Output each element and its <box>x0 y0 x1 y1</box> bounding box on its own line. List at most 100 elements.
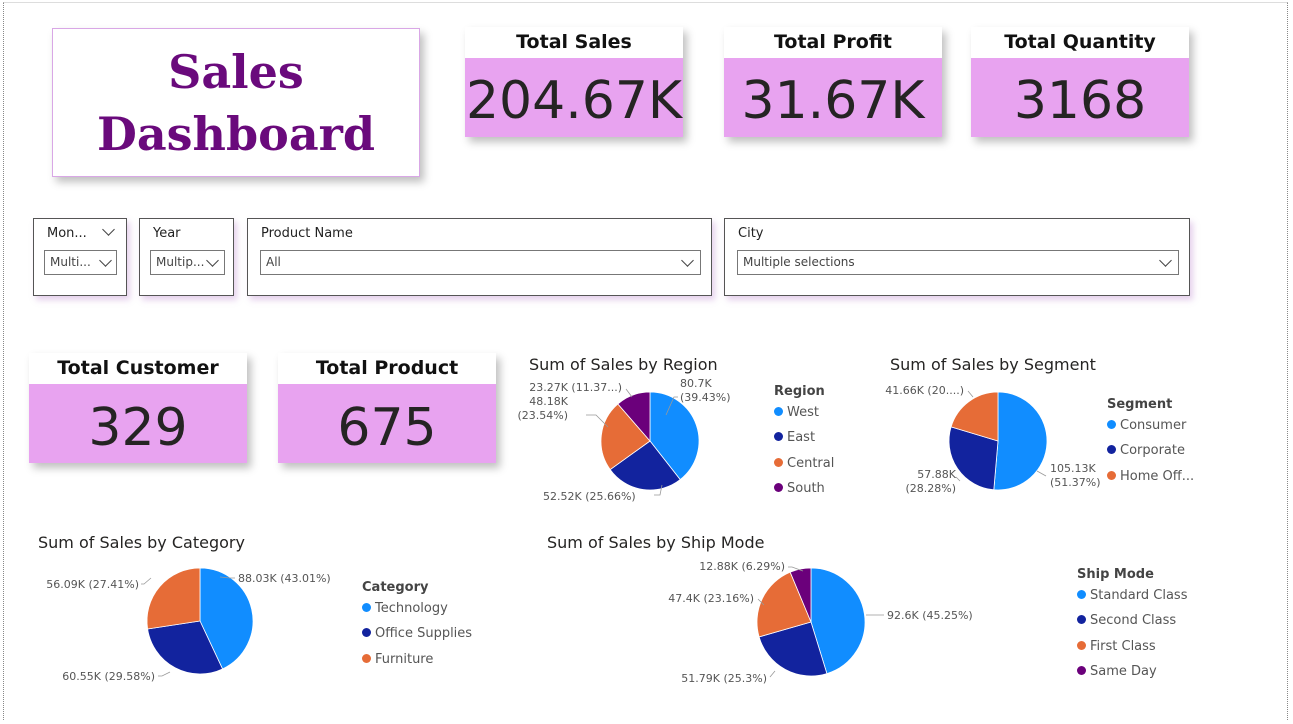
data-label: 51.79K (25.3%) <box>681 672 767 685</box>
kpi-value: 31.67K <box>724 58 942 137</box>
slicer-city-value: Multiple selections <box>743 255 855 269</box>
legend-dot-icon <box>774 482 783 492</box>
data-label: 41.66K (20....) <box>885 384 964 397</box>
report-canvas <box>3 2 1288 720</box>
leader-line <box>654 484 663 496</box>
pie-chart-shipmode[interactable]: 92.6K (45.25%) 51.79K (25.3%) 47.4K (23.16… <box>640 555 990 690</box>
leader-line <box>757 598 765 606</box>
data-label: 23.27K (11.37...) <box>529 381 622 394</box>
legend-item[interactable]: East <box>774 430 815 445</box>
slicer-year-label: Year <box>153 226 181 241</box>
data-label: 57.88K (28.28%) <box>905 468 956 495</box>
pie-slice-east[interactable] <box>609 440 681 491</box>
legend-dot-icon <box>1077 665 1086 675</box>
leader-line <box>586 414 609 428</box>
legend-item[interactable]: West <box>774 405 819 420</box>
legend-dot-icon <box>774 432 783 442</box>
legend-item[interactable]: First Class <box>1077 639 1156 654</box>
pie-slice-home-off-[interactable] <box>950 391 999 442</box>
pie-slice-second-class[interactable] <box>758 621 828 677</box>
pie-chart-category[interactable]: 88.03K (43.01%) 60.55K (29.58%) 56.09K (27… <box>40 560 360 690</box>
kpi-total-sales[interactable]: Total Sales 204.67K <box>465 27 683 137</box>
chart-title-shipmode: Sum of Sales by Ship Mode <box>547 533 765 552</box>
kpi-total-product[interactable]: Total Product 675 <box>278 353 496 463</box>
kpi-total-profit[interactable]: Total Profit 31.67K <box>724 27 942 137</box>
slicer-city[interactable]: City Multiple selections <box>724 218 1190 296</box>
slicer-year[interactable]: Year Multip... <box>139 218 234 296</box>
legend-label: Central <box>787 455 835 471</box>
legend-item[interactable]: Second Class <box>1077 613 1176 628</box>
chevron-down-icon <box>99 254 112 267</box>
leader-line <box>788 566 804 572</box>
chevron-down-icon <box>1159 254 1172 267</box>
legend-label: First Class <box>1090 638 1156 654</box>
legend-item[interactable]: Office Supplies <box>362 626 472 641</box>
pie-slice-central[interactable] <box>600 403 651 471</box>
legend-title: Ship Mode <box>1077 567 1154 582</box>
kpi-total-customer[interactable]: Total Customer 329 <box>29 353 247 463</box>
leader-line <box>219 576 235 579</box>
legend-label: Same Day <box>1090 663 1157 679</box>
title-line-1: Sales <box>168 44 304 99</box>
kpi-label: Total Sales <box>465 27 683 58</box>
slicer-product-value: All <box>266 255 281 269</box>
dashboard-title: Sales Dashboard <box>97 41 375 165</box>
legend-dot-icon <box>362 653 371 663</box>
slicer-year-dropdown[interactable]: Multip... <box>150 250 225 275</box>
leader-line <box>665 396 678 416</box>
legend-dot-icon <box>774 407 783 416</box>
leader-line <box>1036 470 1047 477</box>
legend-item[interactable]: Same Day <box>1077 664 1157 679</box>
legend-item[interactable]: South <box>774 481 825 496</box>
data-label: 12.88K (6.29%) <box>699 560 785 573</box>
legend-dot-icon <box>1077 590 1086 599</box>
chevron-down-icon <box>206 254 219 267</box>
legend-item[interactable]: Central <box>774 456 834 471</box>
leader-line <box>625 388 633 398</box>
kpi-value: 204.67K <box>465 58 683 137</box>
kpi-value: 329 <box>29 384 247 463</box>
pie-slice-standard-class[interactable] <box>810 567 866 675</box>
legend-title: Category <box>362 580 429 595</box>
data-label: 92.6K (45.25%) <box>887 609 973 622</box>
pie-slice-furniture[interactable] <box>146 567 201 630</box>
pie-chart-region[interactable]: 80.7K (39.43%) 52.52K (25.66%) 48.18K (23.54… <box>517 375 770 505</box>
leader-line <box>158 671 171 677</box>
chart-title-category: Sum of Sales by Category <box>38 533 245 552</box>
legend-item[interactable]: Technology <box>362 601 448 616</box>
legend-item[interactable]: Home Off... <box>1107 469 1194 484</box>
pie-slice-corporate[interactable] <box>948 426 999 491</box>
slicer-month[interactable]: Mon... Multi... <box>33 218 127 296</box>
slicer-product-dropdown[interactable]: All <box>260 250 701 275</box>
legend-label: Office Supplies <box>375 626 473 642</box>
legend-item[interactable]: Furniture <box>362 652 433 667</box>
slicer-city-dropdown[interactable]: Multiple selections <box>737 250 1179 275</box>
pie-slice-same-day[interactable] <box>789 567 812 623</box>
chevron-down-icon <box>681 254 694 267</box>
legend-label: Standard Class <box>1090 588 1188 603</box>
leader-line <box>967 390 974 398</box>
data-label: 80.7K (39.43%) <box>680 377 731 404</box>
slicer-product-name[interactable]: Product Name All <box>247 218 712 296</box>
legend-dot-icon <box>1107 420 1116 429</box>
data-label: 48.18K (23.54%) <box>517 395 568 422</box>
legend-label: East <box>787 430 816 446</box>
chevron-down-icon[interactable] <box>102 223 115 236</box>
pie-slice-west[interactable] <box>649 391 700 481</box>
pie-slice-first-class[interactable] <box>756 571 812 638</box>
kpi-total-quantity[interactable]: Total Quantity 3168 <box>971 27 1189 137</box>
dashboard-title-card: Sales Dashboard <box>52 28 420 177</box>
kpi-label: Total Profit <box>724 27 942 58</box>
leader-line <box>769 670 776 678</box>
legend-item[interactable]: Corporate <box>1107 443 1185 458</box>
pie-slice-south[interactable] <box>617 391 651 443</box>
pie-chart-segment[interactable]: 105.13K (51.37%) 57.88K (28.28%) 41.66K (20.… <box>880 375 1100 505</box>
pie-slice-office-supplies[interactable] <box>147 620 224 675</box>
leader-line <box>141 577 152 585</box>
slicer-month-dropdown[interactable]: Multi... <box>44 250 117 275</box>
pie-slice-consumer[interactable] <box>993 391 1048 491</box>
legend-item[interactable]: Standard Class <box>1077 588 1187 603</box>
legend-label: West <box>787 405 819 420</box>
legend-item[interactable]: Consumer <box>1107 418 1186 433</box>
pie-slice-technology[interactable] <box>199 567 254 670</box>
